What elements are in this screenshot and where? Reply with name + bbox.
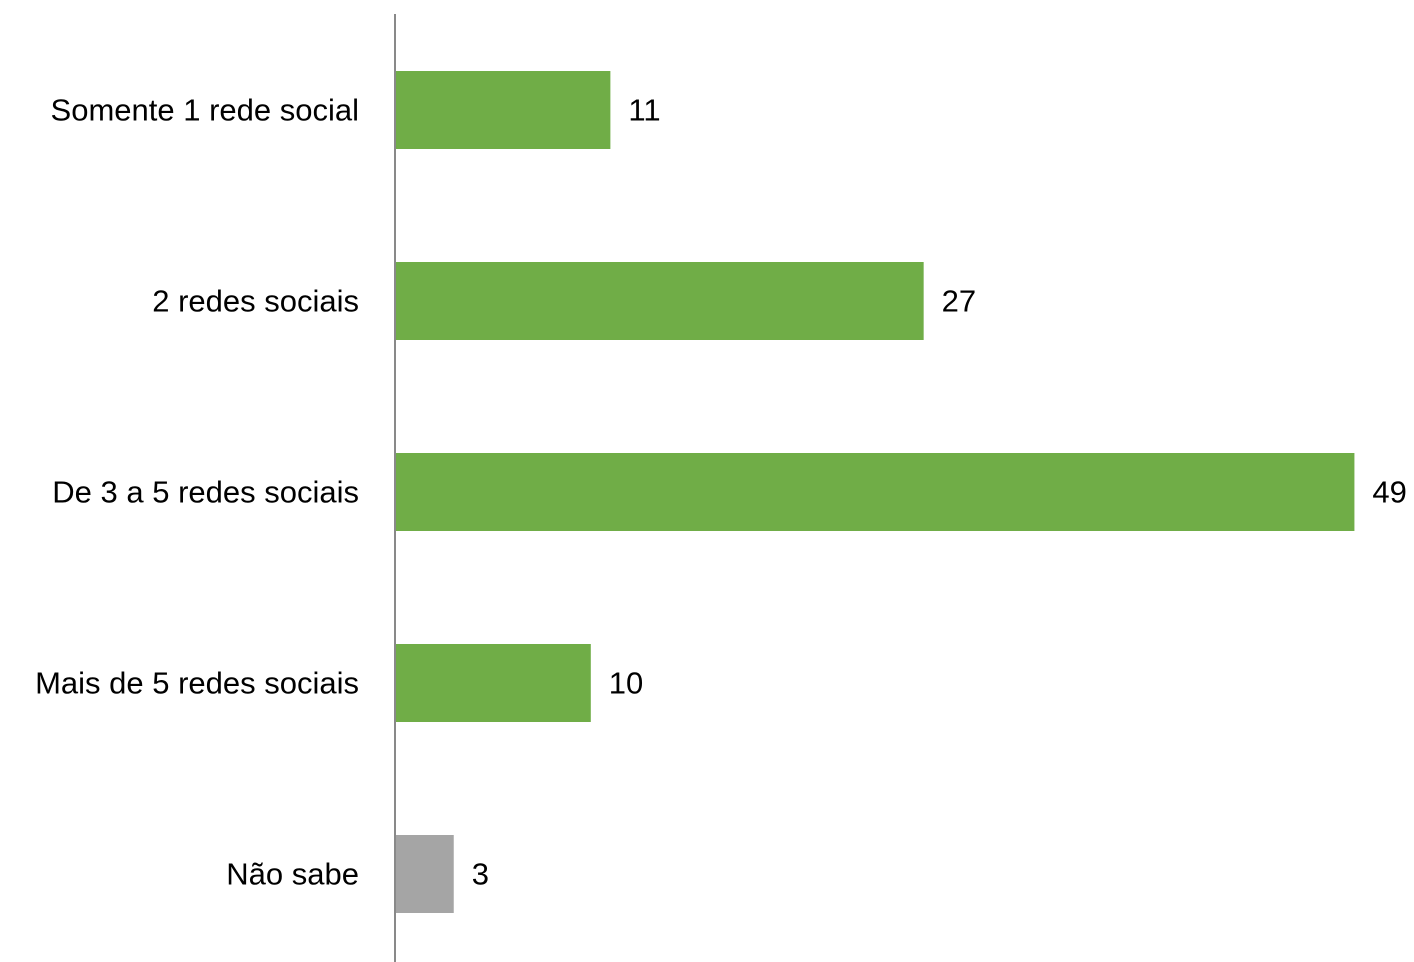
bar — [395, 71, 611, 149]
value-label: 10 — [609, 666, 643, 701]
value-label: 11 — [628, 93, 660, 128]
category-label: 2 redes sociais — [152, 284, 359, 319]
value-label: 3 — [472, 857, 489, 892]
value-label: 49 — [1372, 475, 1406, 510]
bar — [395, 453, 1355, 531]
category-label: De 3 a 5 redes sociais — [52, 475, 359, 510]
bar — [395, 644, 591, 722]
category-label: Somente 1 rede social — [51, 93, 359, 128]
value-label: 27 — [942, 284, 976, 319]
category-label: Não sabe — [226, 857, 359, 892]
bars-group — [395, 71, 1355, 913]
category-labels: Somente 1 rede social 2 redes sociais De 3… — [35, 93, 359, 892]
category-label: Mais de 5 redes sociais — [35, 666, 359, 701]
value-labels: 11 27 49 10 3 — [472, 93, 1407, 892]
bar — [395, 262, 924, 340]
bar — [395, 835, 454, 913]
